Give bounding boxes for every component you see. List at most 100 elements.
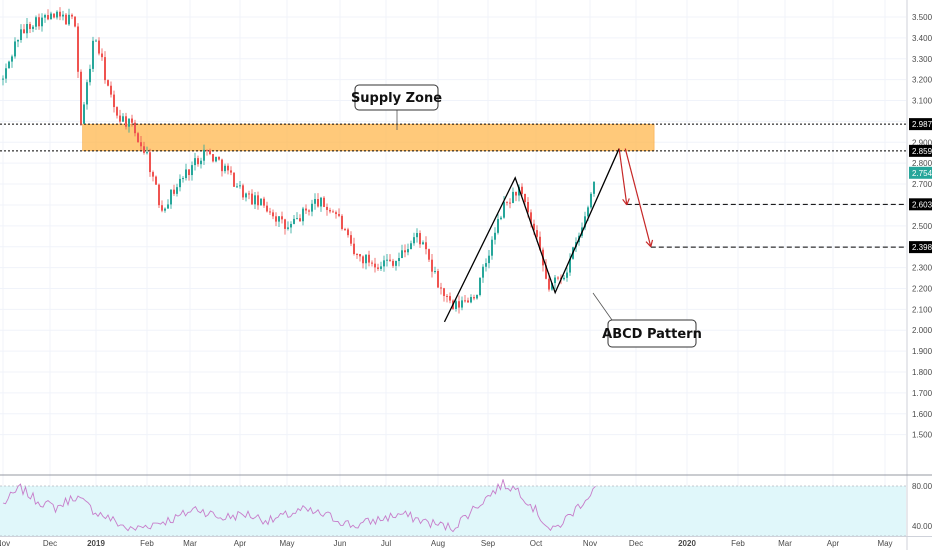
candle-body <box>470 297 472 303</box>
candle-body <box>95 40 97 42</box>
candle-body <box>371 262 373 264</box>
candle-body <box>536 230 538 237</box>
price-tick-label: 2.300 <box>912 264 932 273</box>
candle-body <box>566 272 568 278</box>
supply-zone-callout-label: Supply Zone <box>351 91 442 106</box>
rsi-tick-label: 40.00 <box>912 522 932 531</box>
candle-body <box>101 53 103 58</box>
price-tag-2.603-text: 2.603 <box>912 200 932 209</box>
grid <box>0 0 906 536</box>
candle-body <box>110 85 112 95</box>
time-tick-label: Nov <box>0 539 10 548</box>
candle-body <box>359 254 361 257</box>
candle-body <box>254 195 256 205</box>
candle-body <box>92 40 94 69</box>
candle-body <box>350 235 352 244</box>
candle-body <box>41 17 43 27</box>
candle-body <box>485 263 487 267</box>
time-tick-label: 2020 <box>678 539 696 548</box>
price-tag-2.859-text: 2.859 <box>912 147 932 156</box>
candle-body <box>440 287 442 289</box>
candles <box>2 7 595 314</box>
time-tick-label: Apr <box>827 539 840 548</box>
candle-body <box>530 212 532 224</box>
candle-body <box>593 181 595 194</box>
candle-body <box>404 250 406 253</box>
abcd-callout: ABCD Pattern <box>592 292 702 348</box>
candle-body <box>518 186 520 196</box>
candle-body <box>281 216 283 220</box>
candle-body <box>398 258 400 261</box>
candle-body <box>539 236 541 250</box>
candle-body <box>116 107 118 116</box>
time-tick-label: Jul <box>381 539 391 548</box>
price-tick-label: 3.100 <box>912 97 932 106</box>
candle-body <box>137 133 139 143</box>
candle-body <box>332 211 334 213</box>
candle-body <box>434 271 436 273</box>
candle-body <box>386 259 388 261</box>
candle-body <box>308 210 310 212</box>
price-tick-label: 2.900 <box>912 138 932 147</box>
candle-body <box>362 256 364 264</box>
candle-body <box>527 201 529 213</box>
time-tick-label: Dec <box>43 539 57 548</box>
time-tick-label: Oct <box>530 539 543 548</box>
candle-body <box>272 212 274 217</box>
candle-body <box>458 301 460 308</box>
candle-body <box>512 191 514 203</box>
candle-body <box>56 11 58 18</box>
candle-body <box>53 13 55 18</box>
candle-body <box>464 300 466 302</box>
supply-zone-callout-box <box>354 84 439 111</box>
candle-body <box>305 208 307 211</box>
candle-body <box>170 189 172 205</box>
price-tick-label: 2.200 <box>912 284 932 293</box>
candle-body <box>227 165 229 171</box>
candle-body <box>278 216 280 222</box>
candle-body <box>104 57 106 81</box>
candle-body <box>23 29 25 34</box>
candle-body <box>482 266 484 278</box>
candle-body <box>587 207 589 217</box>
abcd-callout-pointer <box>592 292 613 321</box>
candle-body <box>164 208 166 211</box>
candle-body <box>191 165 193 176</box>
price-tag-2.987-text: 2.987 <box>912 120 932 129</box>
candle-body <box>47 15 49 20</box>
price-tag-2.603: 2.603 <box>909 198 932 211</box>
candle-body <box>497 219 499 233</box>
price-tick-label: 2.100 <box>912 305 932 314</box>
candle-body <box>545 265 547 279</box>
candle-body <box>443 288 445 296</box>
candle-body <box>215 156 217 162</box>
candle-body <box>185 169 187 179</box>
candle-body <box>506 201 508 203</box>
candle-body <box>410 243 412 250</box>
candle-body <box>140 142 142 147</box>
candle-body <box>293 218 295 224</box>
candle-body <box>521 186 523 194</box>
candle-body <box>146 152 148 154</box>
time-tick-label: Feb <box>140 539 154 548</box>
candle-body <box>302 208 304 222</box>
candle-body <box>203 149 205 161</box>
candle-body <box>20 29 22 40</box>
candle-body <box>551 283 553 290</box>
candle-body <box>35 17 37 27</box>
candle-body <box>155 176 157 185</box>
candle-body <box>425 242 427 250</box>
candle-body <box>509 202 511 204</box>
candle-body <box>251 193 253 205</box>
price-tick-label: 3.500 <box>912 13 932 22</box>
candle-body <box>356 253 358 255</box>
candle-body <box>17 39 19 42</box>
candle-body <box>473 297 475 299</box>
candle-body <box>317 199 319 207</box>
abcd-callout-box <box>607 319 697 348</box>
candle-body <box>179 178 181 188</box>
candle-body <box>74 16 76 27</box>
price-tag-2.987: 2.987 <box>909 118 932 131</box>
candle-body <box>437 271 439 288</box>
